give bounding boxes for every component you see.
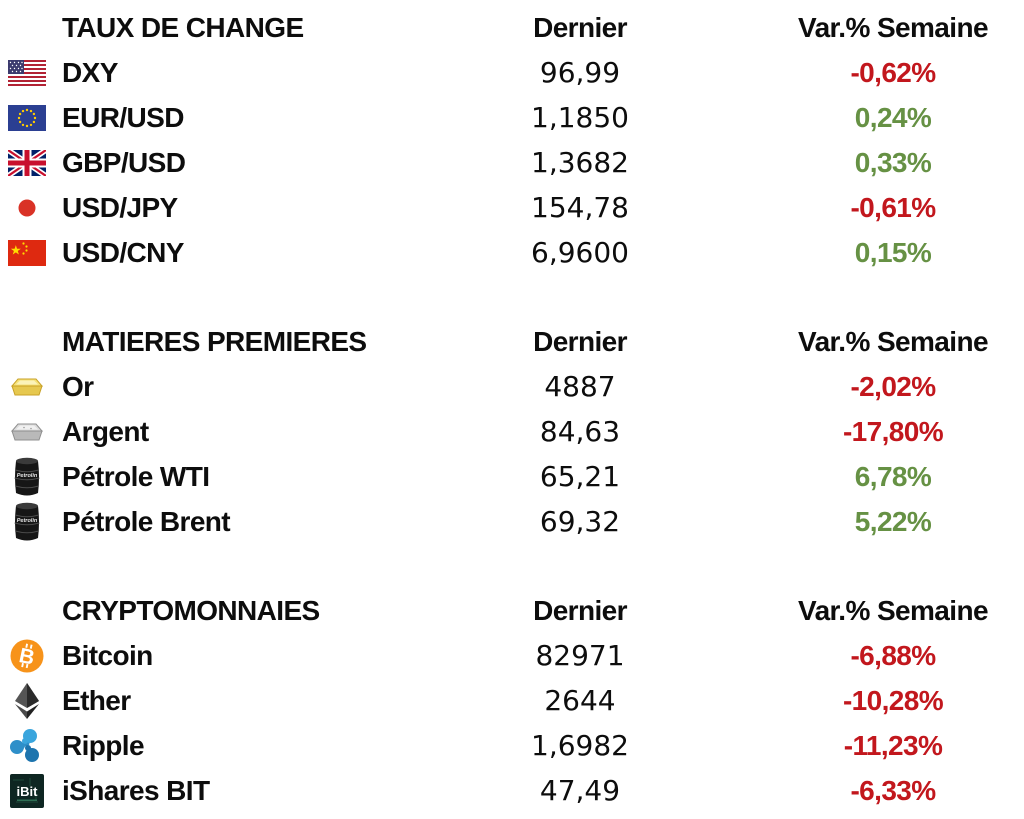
section-taux-de-change: TAUX DE CHANGE Dernier Var.% Semaine (0, 5, 1024, 275)
last-value: 6,9600 (531, 236, 629, 269)
asset-label: Ether (62, 684, 131, 716)
section-title: MATIERES PREMIERES (62, 325, 367, 357)
weekly-change: 0,33% (854, 146, 932, 178)
last-value: 65,21 (539, 460, 621, 493)
asset-row-bitcoin: B Bitcoin 82971 -6,88% (0, 633, 1024, 678)
section-cryptomonnaies: CRYPTOMONNAIES Dernier Var.% Semaine B (0, 588, 1024, 813)
asset-label: Argent (62, 415, 149, 447)
weekly-change: 0,15% (854, 236, 932, 268)
last-value: 84,63 (539, 415, 621, 448)
last-value: 96,99 (539, 56, 621, 89)
section-header-row: TAUX DE CHANGE Dernier Var.% Semaine (0, 5, 1024, 50)
asset-row-petrole-brent: Petrolin Pétrole Brent 69,32 5,22% (0, 499, 1024, 544)
asset-row-dxy: DXY 96,99 -0,62% (0, 50, 1024, 95)
bitcoin-b-glyph: B (17, 644, 37, 670)
column-header-variation: Var.% Semaine (798, 11, 988, 43)
section-matieres-premieres: MATIERES PREMIERES Dernier Var.% Semaine… (0, 319, 1024, 544)
asset-row-or: Or 4887 -2,02% (0, 364, 1024, 409)
asset-row-usdcny: ★ USD/CNY 6,9600 0,15% (0, 230, 1024, 275)
last-value: 1,6982 (531, 729, 629, 762)
asset-row-usdjpy: USD/JPY 154,78 -0,61% (0, 185, 1024, 230)
weekly-change: -11,23% (843, 729, 943, 761)
last-value: 47,49 (539, 774, 621, 807)
weekly-change: -0,61% (850, 191, 936, 223)
silver-bar-icon (6, 421, 48, 443)
last-value: 154,78 (531, 191, 629, 224)
asset-label: Pétrole Brent (62, 505, 231, 537)
ethereum-icon (6, 682, 48, 720)
weekly-change: -2,02% (850, 370, 936, 402)
asset-label: EUR/USD (62, 101, 184, 133)
asset-label: USD/JPY (62, 191, 178, 223)
oil-barrel-icon: Petrolin (6, 456, 48, 498)
last-value: 1,3682 (531, 146, 629, 179)
section-header-row: MATIERES PREMIERES Dernier Var.% Semaine (0, 319, 1024, 364)
weekly-change: 0,24% (854, 101, 932, 133)
gold-bar-icon (6, 376, 48, 398)
ripple-icon (6, 728, 48, 764)
column-header-dernier: Dernier (533, 325, 627, 357)
weekly-change: -10,28% (842, 684, 944, 716)
asset-row-eurusd: EUR/USD 1,1850 0,24% (0, 95, 1024, 140)
ibit-logo-icon: iBit (6, 773, 48, 808)
asset-label: Ripple (62, 729, 145, 761)
eu-flag-icon (6, 104, 48, 131)
asset-label: Or (62, 370, 94, 402)
weekly-change: -0,62% (850, 56, 936, 88)
asset-row-petrole-wti: Petrolin Pétrole WTI 65,21 6,78% (0, 454, 1024, 499)
column-header-dernier: Dernier (533, 11, 627, 43)
asset-row-argent: Argent 84,63 -17,80% (0, 409, 1024, 454)
asset-label: DXY (62, 56, 118, 88)
column-header-dernier: Dernier (533, 594, 627, 626)
ibit-logo-text: iBit (17, 784, 39, 799)
asset-row-ishares-bit: iBit iShares BIT 47,49 -6,33% (0, 768, 1024, 813)
section-title: CRYPTOMONNAIES (62, 594, 320, 626)
section-title: TAUX DE CHANGE (62, 11, 304, 43)
asset-label: USD/CNY (62, 236, 184, 268)
last-value: 1,1850 (531, 101, 629, 134)
china-flag-icon: ★ (6, 239, 48, 266)
asset-label: GBP/USD (62, 146, 186, 178)
last-value: 69,32 (539, 505, 621, 538)
uk-flag-icon (6, 149, 48, 176)
market-summary-table: TAUX DE CHANGE Dernier Var.% Semaine (0, 5, 1024, 813)
weekly-change: -17,80% (842, 415, 944, 447)
asset-label: Bitcoin (62, 639, 153, 671)
barrel-label-text: Petrolin (17, 518, 38, 524)
asset-label: iShares BIT (62, 774, 210, 806)
column-header-variation: Var.% Semaine (798, 594, 988, 626)
oil-barrel-icon: Petrolin (6, 501, 48, 543)
japan-flag-icon (6, 194, 48, 221)
asset-row-ether: Ether 2644 -10,28% (0, 678, 1024, 723)
weekly-change: 6,78% (854, 460, 932, 492)
asset-row-ripple: Ripple 1,6982 -11,23% (0, 723, 1024, 768)
asset-label: Pétrole WTI (62, 460, 210, 492)
last-value: 2644 (544, 684, 616, 717)
weekly-change: 5,22% (854, 505, 932, 537)
weekly-change: -6,33% (850, 774, 936, 806)
barrel-label-text: Petrolin (17, 473, 38, 479)
weekly-change: -6,88% (850, 639, 936, 671)
asset-row-gbpusd: GBP/USD 1,3682 0,33% (0, 140, 1024, 185)
column-header-variation: Var.% Semaine (798, 325, 988, 357)
section-header-row: CRYPTOMONNAIES Dernier Var.% Semaine (0, 588, 1024, 633)
last-value: 82971 (535, 639, 625, 672)
last-value: 4887 (544, 370, 616, 403)
svg-text:★: ★ (10, 243, 22, 258)
bitcoin-icon: B (6, 638, 48, 674)
us-flag-icon (6, 59, 48, 86)
